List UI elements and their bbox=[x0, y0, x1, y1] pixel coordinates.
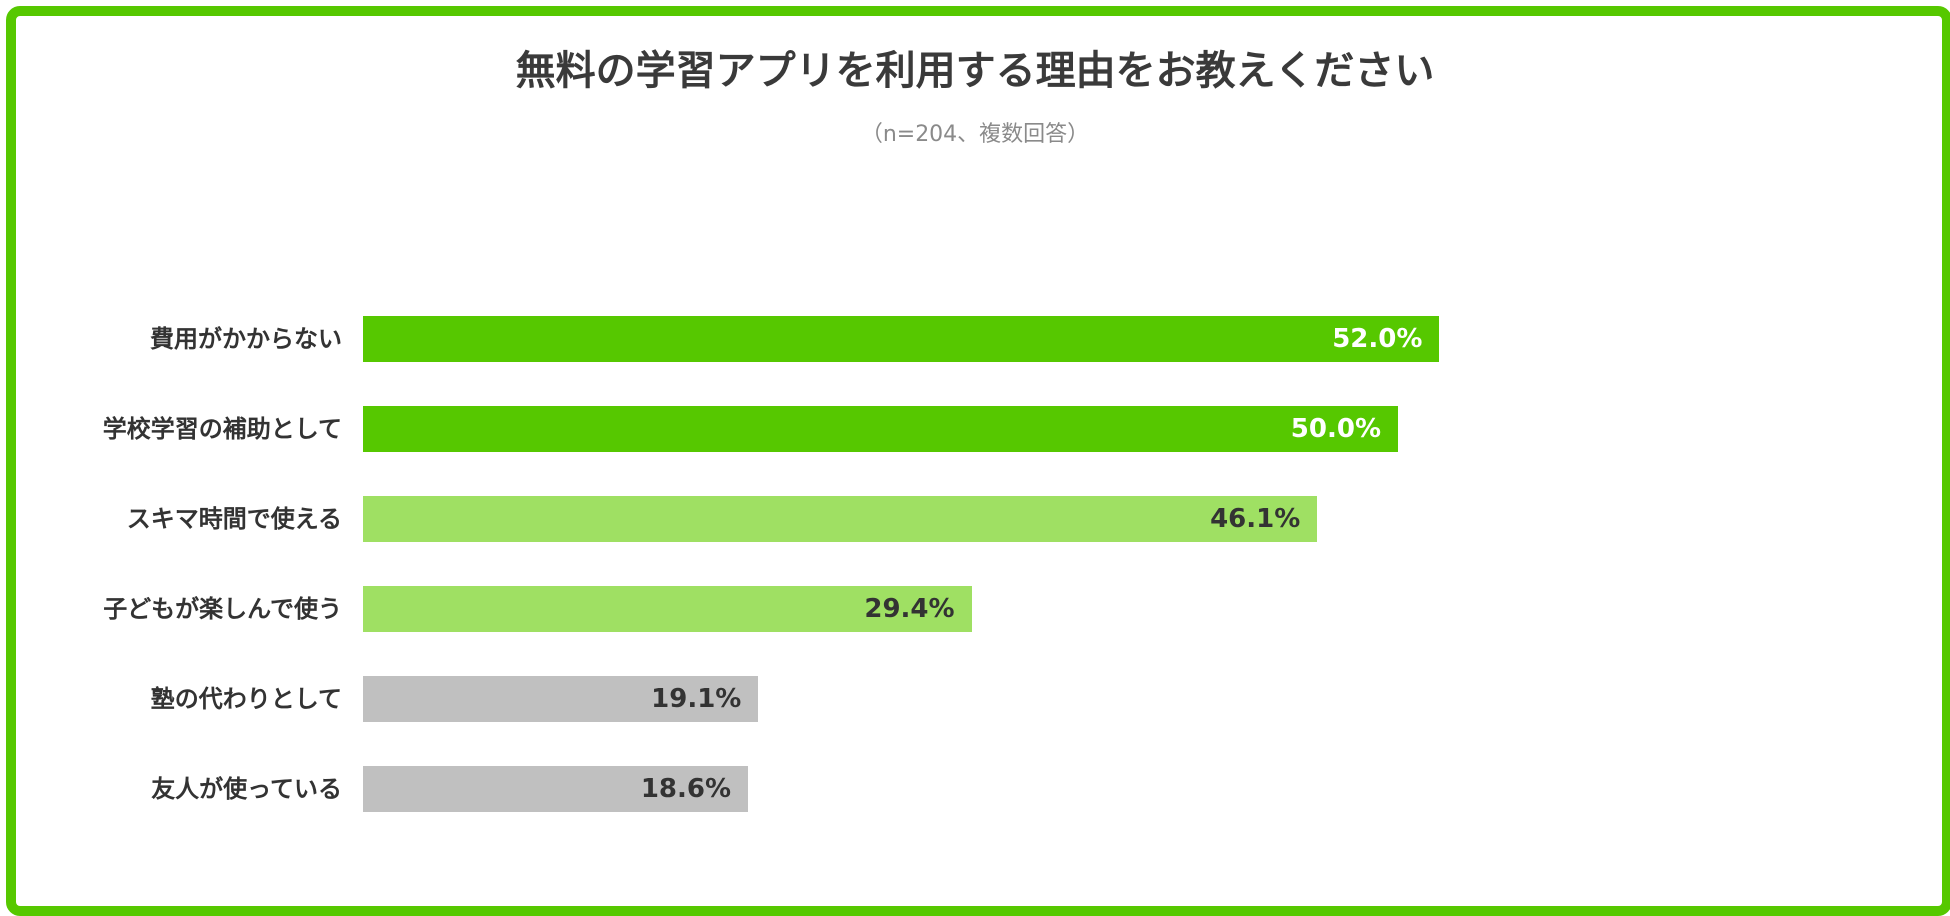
bar bbox=[363, 316, 1440, 362]
category-label: 子どもが楽しんで使う bbox=[103, 595, 342, 623]
chart-subtitle: （n=204、複数回答） bbox=[860, 122, 1090, 147]
chart-title: 無料の学習アプリを利用する理由をお教えください bbox=[515, 48, 1435, 94]
category-label: 学校学習の補助として bbox=[102, 415, 342, 443]
bar bbox=[363, 676, 759, 722]
category-label: 塾の代わりとして bbox=[150, 685, 342, 713]
bar bbox=[363, 586, 972, 632]
value-label: 52.0% bbox=[1332, 324, 1423, 354]
chart-frame bbox=[6, 6, 1950, 916]
category-label: 費用がかからない bbox=[150, 325, 342, 353]
value-label: 46.1% bbox=[1210, 504, 1301, 534]
value-label: 29.4% bbox=[864, 594, 955, 624]
category-label: 友人が使っている bbox=[151, 775, 342, 803]
value-label: 18.6% bbox=[640, 774, 732, 804]
bar bbox=[363, 406, 1398, 452]
value-label: 50.0% bbox=[1290, 414, 1381, 444]
bar bbox=[363, 766, 749, 812]
bar bbox=[363, 496, 1318, 542]
category-label: スキマ時間で使える bbox=[126, 505, 342, 533]
value-label: 19.1% bbox=[651, 684, 742, 714]
